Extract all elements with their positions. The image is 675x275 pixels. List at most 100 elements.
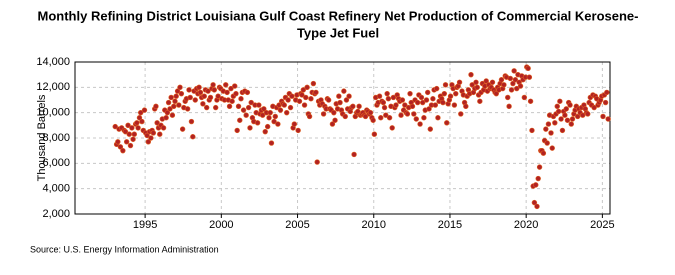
data-point: [600, 113, 606, 120]
data-point: [591, 104, 597, 111]
x-tick-label: 1995: [133, 219, 157, 231]
data-point: [153, 103, 159, 110]
data-point: [229, 98, 235, 104]
data-point: [237, 117, 243, 123]
y-tick-label: 6,000: [42, 157, 70, 169]
data-point: [179, 126, 186, 132]
data-point: [385, 96, 392, 102]
data-point: [350, 103, 356, 110]
data-point: [238, 96, 244, 102]
data-point: [402, 102, 408, 108]
data-point: [247, 125, 253, 131]
data-point: [447, 93, 454, 99]
data-point: [173, 93, 179, 99]
data-point: [555, 108, 562, 115]
data-point: [144, 132, 150, 139]
data-point: [163, 115, 169, 121]
data-point: [362, 113, 369, 120]
data-point: [235, 103, 242, 110]
data-point: [483, 78, 489, 84]
data-point: [112, 123, 118, 130]
data-point: [548, 130, 554, 136]
data-point: [268, 140, 275, 146]
data-point: [172, 98, 178, 104]
data-point: [510, 80, 516, 87]
data-point: [498, 77, 505, 83]
data-point: [329, 121, 336, 127]
data-point: [543, 126, 549, 132]
data-point: [514, 85, 520, 92]
data-point: [226, 103, 233, 110]
data-point: [380, 99, 387, 106]
data-point: [188, 118, 195, 125]
data-point: [129, 125, 135, 131]
data-point: [346, 93, 352, 99]
data-point: [190, 134, 196, 140]
data-point: [468, 71, 474, 78]
data-point: [544, 140, 550, 146]
data-point: [407, 90, 413, 97]
data-point: [540, 150, 547, 156]
data-point: [331, 109, 337, 116]
data-point: [336, 93, 342, 99]
data-point: [473, 79, 479, 85]
data-point: [389, 125, 395, 131]
data-point: [275, 121, 281, 127]
data-point: [178, 90, 185, 97]
data-point: [205, 88, 211, 94]
data-point: [489, 79, 496, 85]
chart-title: Type Jet Fuel: [297, 25, 379, 40]
data-point: [559, 127, 566, 134]
data-point: [223, 82, 229, 88]
data-point: [453, 90, 459, 97]
y-tick-label: 2,000: [42, 208, 70, 220]
y-tick-label: 4,000: [42, 183, 70, 195]
data-point: [243, 112, 249, 118]
data-point: [186, 87, 192, 93]
data-point: [552, 120, 558, 126]
data-point: [160, 125, 167, 131]
data-point: [507, 75, 514, 82]
data-point: [224, 89, 230, 96]
data-point: [413, 116, 419, 122]
y-tick-label: 8,000: [42, 132, 70, 144]
data-point: [425, 89, 431, 96]
data-point: [337, 99, 343, 106]
data-point: [435, 115, 441, 121]
data-point: [417, 121, 423, 127]
data-point: [517, 83, 524, 89]
data-point: [569, 116, 576, 122]
data-point: [135, 125, 141, 131]
data-point: [399, 97, 406, 103]
data-point: [248, 99, 254, 106]
data-point: [440, 99, 446, 106]
data-point: [301, 102, 308, 108]
data-point: [458, 111, 464, 117]
data-point: [386, 115, 393, 121]
data-point: [432, 102, 439, 108]
data-point: [501, 82, 507, 88]
data-point: [313, 89, 319, 96]
data-point: [211, 87, 218, 93]
data-point: [536, 164, 543, 170]
data-point: [533, 182, 539, 188]
data-point: [421, 115, 427, 121]
data-point: [264, 123, 271, 130]
data-point: [117, 144, 124, 150]
data-point: [150, 130, 157, 136]
x-tick-label: 2025: [590, 219, 614, 231]
data-point: [390, 94, 397, 101]
data-point: [325, 97, 332, 103]
data-point: [527, 98, 534, 104]
data-point: [281, 102, 287, 108]
data-point: [477, 98, 483, 104]
data-point: [139, 118, 145, 125]
data-point: [271, 118, 277, 125]
data-point: [120, 147, 126, 154]
data-point: [604, 89, 610, 96]
data-point: [267, 109, 273, 116]
data-point: [210, 82, 216, 88]
data-point: [145, 139, 152, 145]
data-point: [521, 94, 528, 101]
